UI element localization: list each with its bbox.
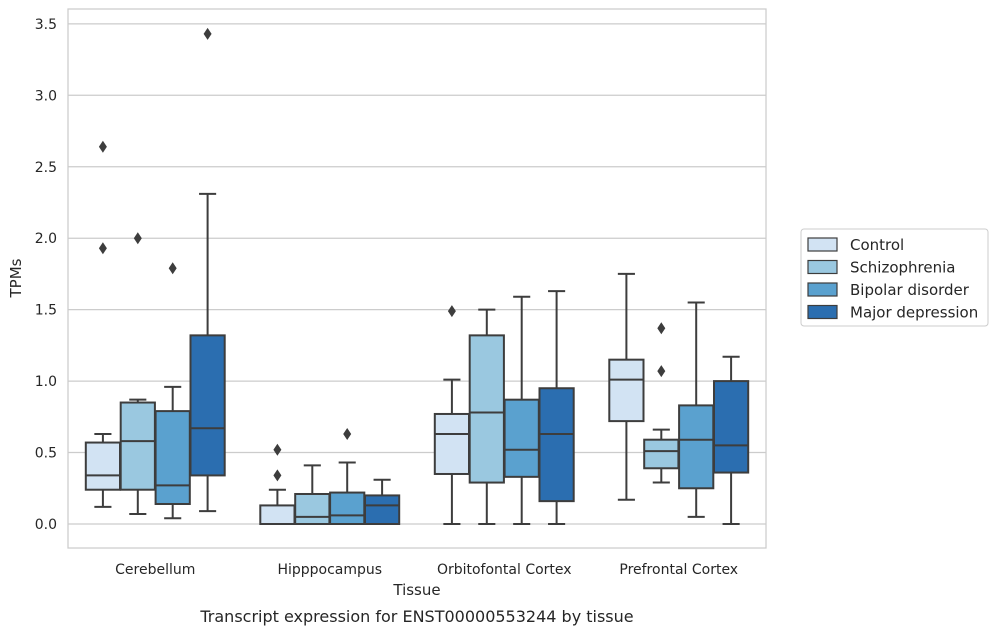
box-body: [712, 380, 750, 474]
box-body: [468, 334, 505, 484]
box-body: [608, 358, 645, 423]
box-2-2: [503, 295, 540, 525]
outlier-point: [133, 232, 142, 245]
box-2-3: [538, 290, 575, 525]
box-body: [189, 334, 226, 477]
box-2-0: [433, 305, 471, 525]
legend-label: Bipolar disorder: [850, 281, 970, 299]
box-3-3: [712, 355, 750, 525]
box-group: [84, 27, 750, 526]
box-body: [329, 491, 366, 526]
x-tick-label: Prefrontal Cortex: [619, 562, 738, 578]
box-body: [154, 410, 191, 505]
y-tick-label: 2.0: [35, 231, 57, 247]
x-tick-label: Hipppocampus: [277, 562, 382, 578]
legend-swatch: [807, 282, 838, 297]
box-0-3: [189, 27, 226, 513]
box-1-1: [294, 464, 331, 525]
box-1-2: [329, 427, 366, 526]
legend: Control Schizophrenia Bipolar disorder Majo…: [800, 228, 989, 327]
box-body: [259, 504, 296, 526]
y-tick-label: 0.0: [35, 517, 57, 533]
y-tick-label: 3.5: [35, 17, 57, 33]
box-1-3: [363, 478, 401, 526]
x-tick-label: Cerebellum: [115, 562, 195, 578]
box-body: [678, 404, 715, 490]
outlier-point: [343, 427, 352, 440]
outlier-point: [447, 305, 456, 318]
box-2-1: [468, 308, 505, 525]
outlier-point: [203, 27, 212, 40]
legend-swatch: [807, 237, 838, 252]
box-3-0: [608, 272, 645, 501]
legend-label: Major depression: [850, 304, 978, 322]
box-body: [363, 494, 401, 526]
box-body: [84, 441, 122, 491]
box-3-2: [678, 301, 715, 518]
outlier-point: [168, 262, 177, 275]
legend-label: Schizophrenia: [850, 259, 955, 277]
legend-label: Control: [850, 236, 904, 254]
box-body: [294, 492, 331, 525]
box-body: [643, 438, 680, 470]
chart-caption: Transcript expression for ENST0000055324…: [199, 607, 633, 626]
y-tick-label: 2.5: [35, 160, 57, 176]
legend-swatch: [807, 259, 838, 275]
x-axis-ticks: Cerebellum Hipppocampus Orbitofontal Corte…: [115, 562, 738, 578]
outlier-point: [657, 365, 666, 378]
outlier-point: [273, 443, 282, 456]
plot-frame: [67, 8, 767, 549]
legend-swatch: [807, 304, 838, 320]
y-tick-label: 1.0: [35, 374, 57, 390]
y-tick-label: 1.5: [35, 303, 57, 319]
y-axis-label: TPMs: [7, 258, 25, 298]
box-3-1: [643, 322, 680, 484]
box-0-1: [119, 232, 156, 515]
outlier-point: [98, 140, 107, 153]
outlier-point: [98, 242, 107, 255]
x-axis-label: Tissue: [392, 581, 440, 599]
y-tick-label: 3.0: [35, 88, 57, 104]
box-body: [503, 398, 540, 478]
outlier-point: [657, 322, 666, 335]
box-body: [538, 387, 575, 503]
outlier-point: [273, 469, 282, 482]
x-tick-label: Orbitofontal Cortex: [437, 562, 572, 578]
y-axis-ticks: 0.0 0.5 1.0 1.5 2.0 2.5 3.0 3.5: [35, 17, 57, 533]
legend-frame: [800, 228, 989, 327]
box-body: [119, 401, 156, 491]
box-body: [433, 412, 471, 475]
y-tick-label: 0.5: [35, 446, 57, 462]
box-0-0: [84, 140, 122, 508]
